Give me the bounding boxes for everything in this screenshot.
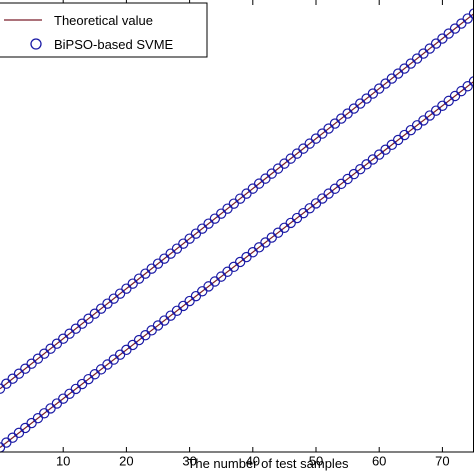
data-point-marker [108,293,119,304]
data-point-marker [386,73,398,84]
x-tick-label: 10 [56,454,70,469]
data-point-marker [437,33,448,44]
data-point-marker [13,368,25,379]
data-point-marker [241,188,252,199]
data-point-marker [355,98,366,109]
data-point-marker [140,268,151,279]
data-point-marker [260,173,271,184]
data-point-marker [253,178,265,189]
bipso-series-2 [0,76,474,453]
data-point-marker [76,318,88,329]
legend: Theoretical value BiPSO-based SVME [0,2,208,58]
data-point-marker [418,48,429,59]
data-point-marker [266,168,277,179]
data-point-marker [310,133,322,144]
x-tick-label: 70 [435,454,449,469]
x-ticks: 10 20 30 40 50 60 70 [56,0,450,469]
data-point-marker [0,383,6,394]
x-axis-label: The number of test samples [187,456,349,471]
data-point-marker [64,328,75,339]
theoretical-line-1 [0,13,474,390]
data-point-marker [342,108,353,119]
data-point-marker [178,238,189,249]
data-point-marker [323,123,334,134]
bipso-series-1 [0,8,474,394]
data-point-marker [26,358,37,369]
data-point-marker [424,43,435,54]
data-point-marker [285,153,296,164]
data-point-marker [190,228,202,239]
x-tick-label: 30 [182,454,196,469]
data-point-marker [449,23,461,34]
data-point-marker [247,183,258,194]
data-point-marker [228,198,240,209]
data-point-marker [152,258,164,269]
data-point-marker [462,13,473,24]
data-point-marker [443,28,454,39]
data-point-marker [222,203,233,214]
data-point-marker [114,288,126,299]
data-point-marker [411,53,423,64]
data-point-marker [348,103,360,114]
data-point-marker [7,373,18,384]
data-point-marker [272,163,284,174]
data-point-marker [83,313,94,324]
data-point-marker [159,253,170,264]
data-point-marker [70,323,82,334]
data-point-marker [336,113,347,124]
data-point-marker [430,38,442,49]
data-point-marker [329,118,341,129]
data-point-marker [361,93,372,104]
x-tick-label: 60 [372,454,386,469]
data-point-marker [171,243,183,254]
legend-label-bipso: BiPSO-based SVME [54,37,174,52]
series-layer [0,8,474,453]
x-tick-label: 20 [119,454,133,469]
data-point-marker [102,298,113,309]
legend-marker-swatch [30,38,42,50]
data-point-marker [405,58,416,69]
data-point-marker [374,83,385,94]
data-point-marker [146,263,157,274]
data-point-marker [203,218,214,229]
theoretical-line-2 [0,80,474,448]
data-point-marker [39,348,50,359]
legend-label-theoretical: Theoretical value [54,13,153,28]
data-point-marker [184,233,195,244]
data-point-marker [165,248,176,259]
data-point-marker [45,343,56,354]
data-point-marker [89,308,101,319]
data-point-marker [367,88,379,99]
data-point-marker [456,18,467,29]
data-point-marker [380,78,391,89]
data-point-marker [209,213,221,224]
data-point-marker [291,148,303,159]
data-point-marker [392,68,404,79]
legend-box [0,2,208,58]
data-point-marker [127,278,138,289]
data-point-marker [215,208,227,219]
x-tick-label: 40 [246,454,260,469]
data-point-marker [279,158,290,169]
data-point-marker [20,363,31,374]
data-point-marker [304,138,315,149]
data-point-marker [133,273,145,284]
data-point-marker [298,143,309,154]
data-point-marker [234,193,246,204]
data-point-marker [197,223,208,234]
data-point-marker [121,283,132,294]
x-tick-label: 50 [309,454,323,469]
data-point-marker [317,128,328,139]
data-point-marker [32,353,44,364]
data-point-marker [58,333,69,344]
data-point-marker [51,338,63,349]
data-point-marker [399,63,410,74]
data-point-marker [95,303,107,314]
data-point-marker [1,378,12,389]
